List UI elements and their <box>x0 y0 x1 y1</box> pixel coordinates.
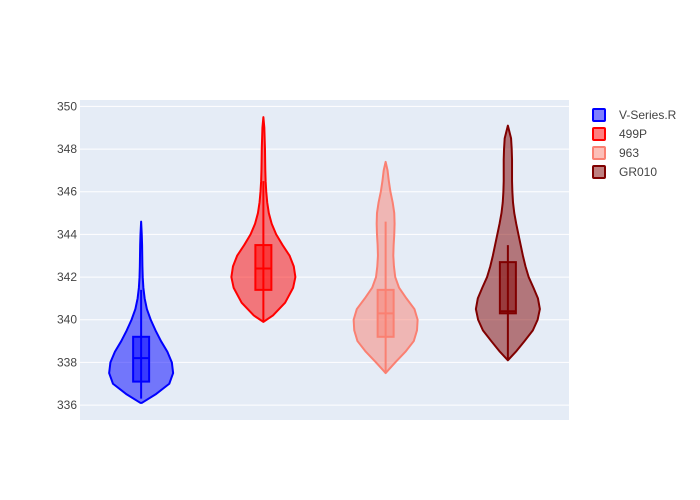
legend-swatch <box>592 146 606 160</box>
legend-swatch <box>592 165 606 179</box>
violin-box <box>254 244 273 291</box>
legend-item[interactable]: V-Series.R <box>592 108 677 122</box>
legend-swatch <box>592 108 606 122</box>
violin-0[interactable] <box>108 220 175 404</box>
y-tick-label: 342 <box>57 270 77 284</box>
legend-label: GR010 <box>619 165 657 179</box>
y-axis: 336 338 340 342 344 346 348 350 <box>57 99 77 412</box>
violin-1[interactable] <box>230 116 297 323</box>
y-tick-label: 346 <box>57 185 77 199</box>
legend-item[interactable]: 963 <box>592 146 639 160</box>
violin-2[interactable] <box>352 160 419 375</box>
y-tick-label: 348 <box>57 142 77 156</box>
y-tick-label: 336 <box>57 398 77 412</box>
legend[interactable]: V-Series.R 499P 963 GR010 <box>592 108 677 179</box>
legend-swatch <box>592 127 606 141</box>
legend-label: V-Series.R <box>619 108 677 122</box>
y-tick-label: 350 <box>57 99 77 113</box>
violin-3[interactable] <box>474 124 541 362</box>
legend-item[interactable]: GR010 <box>592 165 657 179</box>
legend-label: 963 <box>619 146 639 160</box>
violin-box <box>132 335 151 383</box>
y-tick-label: 340 <box>57 313 77 327</box>
legend-label: 499P <box>619 127 647 141</box>
y-tick-label: 338 <box>57 355 77 369</box>
y-tick-label: 344 <box>57 227 77 241</box>
legend-item[interactable]: 499P <box>592 127 647 141</box>
violin-body[interactable] <box>474 124 541 362</box>
violin-box <box>498 261 517 315</box>
violins <box>108 116 541 404</box>
